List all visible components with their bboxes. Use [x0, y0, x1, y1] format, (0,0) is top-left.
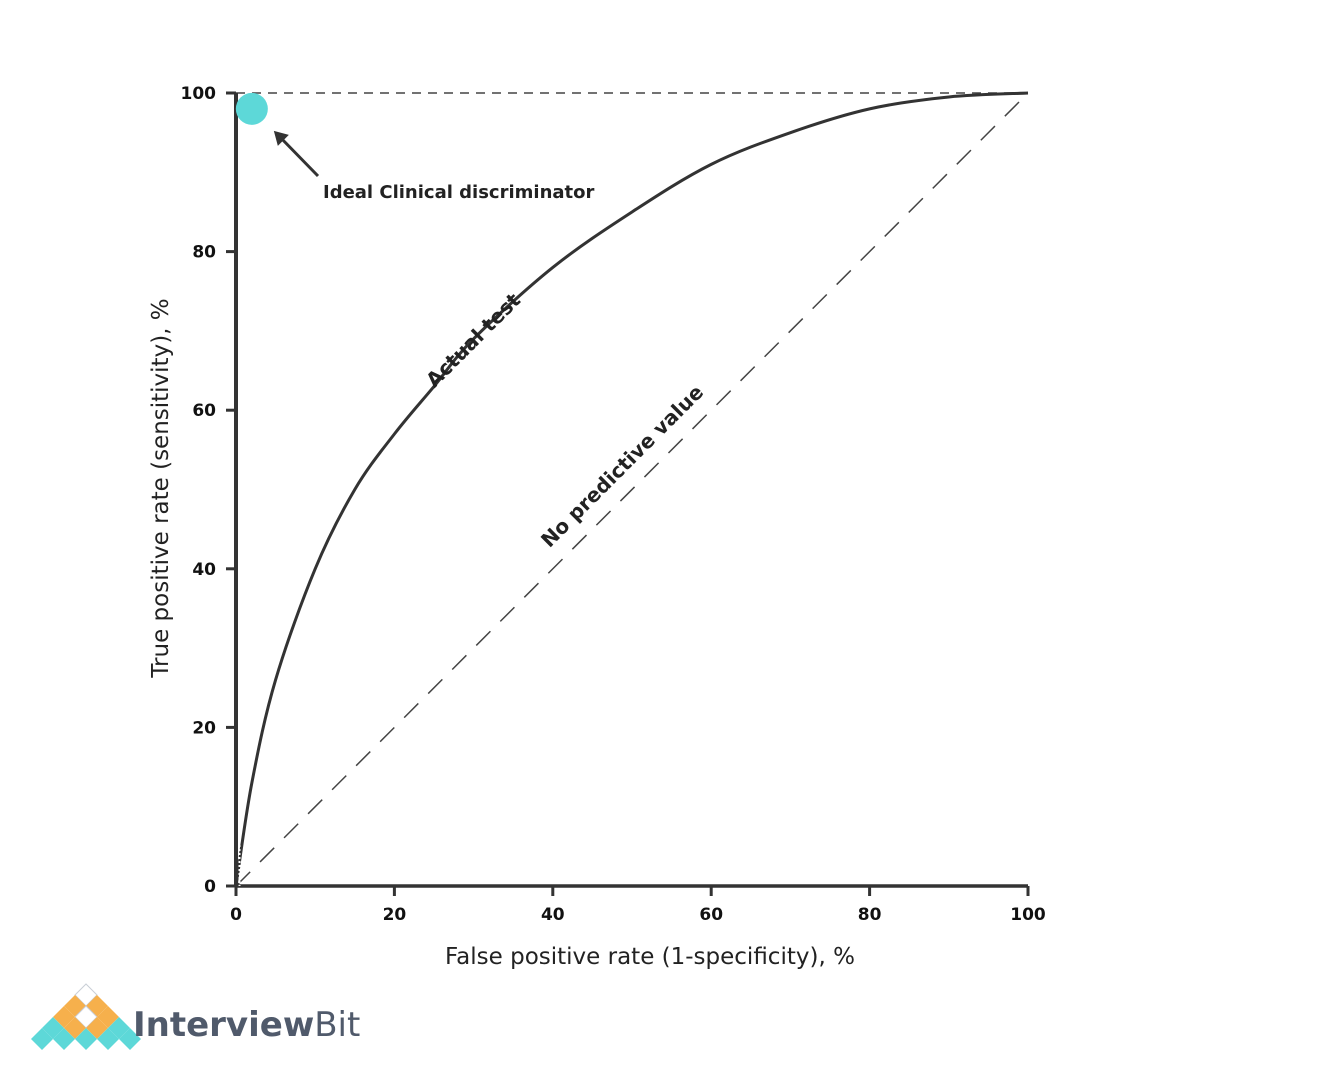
- logo-text: InterviewBit: [133, 1005, 360, 1045]
- x-tick-label: 60: [699, 905, 723, 925]
- y-axis-title: True positive rate (sensitivity), %: [148, 298, 174, 678]
- annotation-arrow-line: [278, 135, 320, 178]
- logo-diamond-icon: [31, 983, 141, 1050]
- logo-diamond-cell: [75, 1028, 97, 1050]
- y-tick-label: 80: [192, 243, 216, 263]
- series-label-no-predictive-value: No predictive value: [536, 380, 708, 552]
- series-line-actual-test: [234, 91, 1029, 887]
- series-layer: [234, 91, 1029, 887]
- logo-text-part1: Interview: [133, 1005, 314, 1045]
- x-tick-label: 0: [230, 905, 242, 925]
- interviewbit-logo: InterviewBit: [31, 983, 360, 1050]
- logo-diamond-cell: [97, 1028, 119, 1050]
- x-ticks: 0 20 40 60 80 100: [230, 886, 1046, 925]
- logo-diamond-cell: [119, 1028, 141, 1050]
- annotation-ideal-discriminator: Ideal Clinical discriminator: [323, 182, 595, 203]
- logo-diamond-cell: [31, 1028, 53, 1050]
- series-line-no-predictive-value: [235, 92, 1029, 887]
- ideal-point-marker: [235, 92, 268, 125]
- y-tick-label: 60: [192, 401, 216, 421]
- x-tick-label: 100: [1010, 905, 1046, 925]
- x-tick-label: 80: [858, 905, 882, 925]
- logo-text-part2: Bit: [314, 1005, 360, 1045]
- y-tick-label: 100: [181, 84, 217, 104]
- y-tick-label: 20: [192, 718, 216, 738]
- x-tick-label: 20: [383, 905, 407, 925]
- x-axis-title: False positive rate (1-specificity), %: [445, 944, 855, 970]
- series-label-actual-test: Actual test: [421, 288, 525, 392]
- y-tick-label: 0: [204, 877, 216, 897]
- annotation-layer: [235, 92, 320, 178]
- logo-diamond-cell: [53, 1028, 75, 1050]
- y-ticks: 0 20 40 60 80 100: [181, 84, 236, 897]
- axes: [234, 93, 1028, 888]
- annotation-arrow-head: [273, 130, 289, 146]
- x-tick-label: 40: [541, 905, 565, 925]
- y-tick-label: 40: [192, 560, 216, 580]
